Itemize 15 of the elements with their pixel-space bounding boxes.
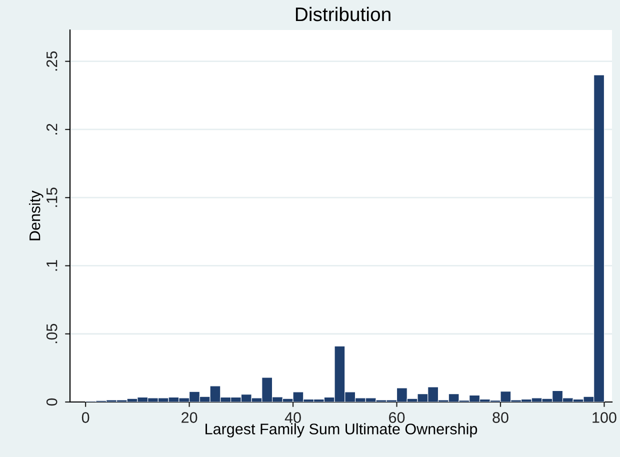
x-tick-label: 0 (82, 412, 90, 423)
y-tick-label: .2 (46, 124, 58, 134)
x-tick-label: 100 (592, 412, 616, 423)
y-axis-title: Density (29, 190, 44, 240)
y-tick-label: .05 (46, 324, 58, 344)
x-tick-label: 80 (492, 412, 508, 423)
y-tick-label: 0 (46, 398, 58, 406)
y-tick-label: .1 (46, 260, 58, 271)
x-axis-title: Largest Family Sum Ultimate Ownership (206, 423, 478, 438)
y-tick-label: .25 (46, 51, 58, 71)
x-tick-label: 20 (182, 412, 198, 423)
chart-title: Distribution (296, 6, 390, 22)
y-tick-label: .15 (46, 188, 58, 207)
x-tick-label: 60 (389, 412, 405, 423)
x-tick-label: 40 (284, 412, 301, 423)
